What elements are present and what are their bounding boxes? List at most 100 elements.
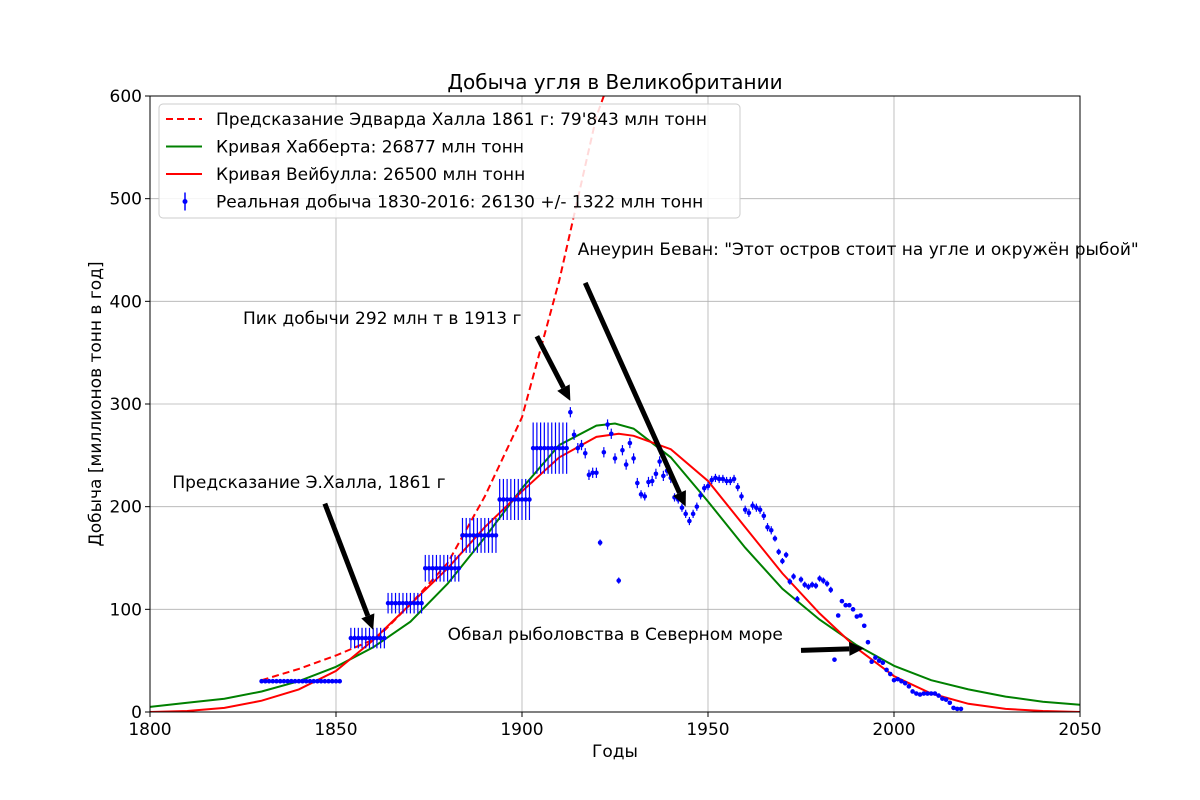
hubbert-curve — [150, 422, 1080, 708]
data-point — [408, 600, 413, 606]
data-point — [504, 497, 510, 502]
data-point — [828, 587, 834, 593]
data-point — [311, 678, 316, 684]
data-point — [761, 513, 767, 519]
data-point — [754, 505, 759, 510]
data-point — [612, 456, 618, 461]
data-point — [586, 472, 592, 478]
data-point — [627, 440, 633, 446]
annotation-peak-text: Пик добычи 292 млн т в 1913 г — [243, 309, 522, 329]
chart-title: Добыча угля в Великобритании — [447, 70, 782, 94]
y-tick-label: 400 — [110, 292, 142, 312]
data-point — [958, 706, 964, 712]
data-point — [657, 459, 662, 464]
data-point — [869, 659, 874, 664]
y-tick-label: 600 — [110, 87, 142, 107]
data-point — [370, 635, 376, 641]
data-point — [285, 678, 290, 684]
data-point — [333, 678, 339, 684]
data-point — [571, 432, 577, 438]
data-point — [348, 635, 354, 641]
annotations: Предсказание Э.Халла, 1861 г Пик добычи 2… — [172, 240, 1139, 656]
data-point — [616, 578, 622, 583]
data-point — [895, 676, 901, 682]
data-point — [932, 691, 938, 696]
data-point — [318, 678, 324, 684]
data-point — [352, 635, 357, 641]
data-point — [880, 660, 886, 666]
data-point — [683, 511, 688, 517]
data-point — [638, 492, 644, 497]
x-tick-label: 1950 — [686, 720, 729, 740]
data-point — [382, 635, 387, 641]
data-point — [367, 635, 372, 641]
data-point — [742, 507, 748, 513]
data-point — [646, 479, 651, 485]
y-tick-label: 100 — [110, 600, 142, 620]
data-point — [925, 691, 930, 696]
data-point — [471, 533, 476, 538]
data-point — [263, 678, 268, 684]
data-point — [858, 613, 863, 618]
data-point — [400, 600, 406, 606]
axis-ticks: 1800 1850 1900 1950 2000 2050 0 100 200 300 400 500… — [110, 87, 1102, 740]
data-point — [940, 696, 945, 701]
data-point — [798, 577, 804, 582]
data-point — [356, 635, 361, 641]
data-point — [902, 680, 908, 686]
annotation-bevan-arrowhead — [673, 490, 686, 507]
annotation-peak-arrowhead — [557, 384, 571, 401]
data-point — [780, 558, 785, 564]
data-point — [326, 678, 331, 684]
data-point — [515, 497, 521, 502]
data-point — [631, 456, 636, 461]
data-point — [527, 497, 532, 502]
data-point — [835, 613, 841, 618]
annotation-hull-prediction-text: Предсказание Э.Халла, 1861 г — [172, 473, 445, 493]
legend-label: Предсказание Эдварда Халла 1861 г: 79'84… — [216, 110, 707, 130]
data-point — [315, 678, 320, 684]
data-point — [270, 678, 276, 684]
data-point — [791, 574, 796, 579]
data-point — [876, 658, 882, 663]
data-point — [716, 476, 722, 482]
data-point — [854, 614, 860, 619]
data-point — [806, 584, 811, 590]
data-point — [850, 607, 856, 612]
data-point — [467, 533, 473, 538]
data-point — [802, 582, 808, 587]
data-point — [549, 445, 555, 451]
data-point — [422, 565, 428, 571]
x-axis-label: Годы — [592, 742, 638, 762]
data-point — [843, 602, 848, 608]
data-point — [303, 678, 309, 684]
data-point — [389, 600, 395, 606]
data-point — [553, 445, 558, 451]
x-tick-label: 2050 — [1058, 720, 1101, 740]
data-point — [750, 503, 755, 508]
data-point — [910, 689, 915, 694]
data-point — [899, 678, 904, 684]
y-axis-label: Добыча [миллионов тонн в год] — [86, 261, 106, 546]
data-point — [564, 445, 569, 451]
annotation-hull-prediction-arrow — [322, 502, 371, 617]
data-point — [452, 565, 458, 571]
data-point — [430, 565, 436, 571]
x-tick-label: 1800 — [128, 720, 171, 740]
annotation-bevan-arrow — [582, 281, 682, 495]
data-point — [698, 493, 703, 498]
y-tick-label: 200 — [110, 498, 142, 518]
data-point — [329, 678, 335, 684]
y-tick-label: 0 — [131, 703, 142, 723]
data-point — [393, 600, 398, 606]
data-point — [508, 497, 514, 502]
data-point — [653, 471, 659, 477]
data-point — [594, 470, 599, 476]
data-point — [690, 511, 696, 517]
x-tick-label: 1900 — [500, 720, 543, 740]
data-point — [493, 533, 499, 538]
data-point — [906, 684, 912, 689]
data-point — [497, 497, 502, 502]
data-point — [396, 600, 402, 606]
